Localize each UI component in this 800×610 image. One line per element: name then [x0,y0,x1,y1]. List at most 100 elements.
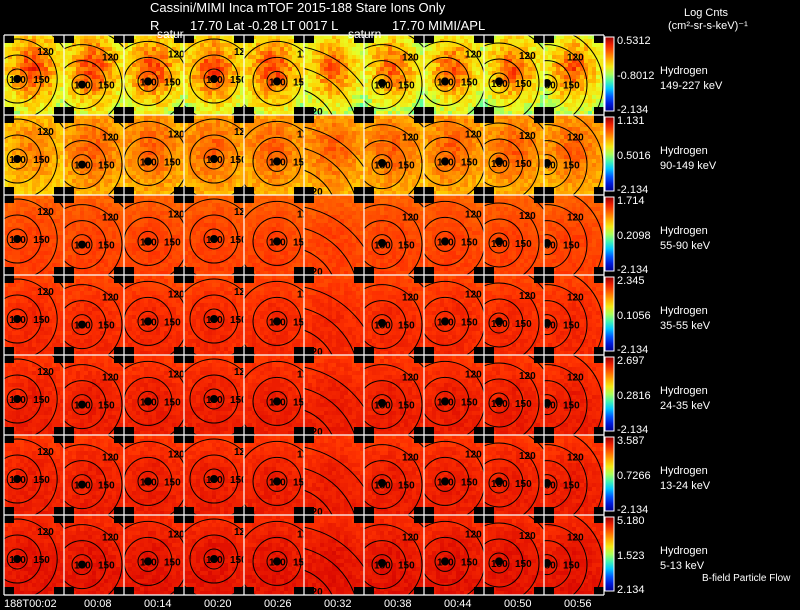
heatmap-cell [324,163,328,167]
heatmap-cell [544,95,548,99]
heatmap-cell [220,147,224,151]
heatmap-cell [340,159,344,163]
heatmap-cell [16,139,20,143]
heatmap-cell [232,103,236,107]
heatmap-cell [220,123,224,127]
heatmap-cell [184,163,188,167]
heatmap-cell [168,111,172,115]
heatmap-cell [200,115,204,119]
heatmap-cell [24,107,28,111]
heatmap-cell [496,39,500,43]
heatmap-cell [560,99,564,103]
heatmap-cell [384,79,388,83]
heatmap-cell [568,103,572,107]
heatmap-cell [96,103,100,107]
heatmap-cell [20,47,24,51]
heatmap-cell [548,95,552,99]
heatmap-cell [388,55,392,59]
heatmap-cell [256,91,260,95]
heatmap-cell [496,43,500,47]
heatmap-cell [548,103,552,107]
heatmap-cell [108,175,112,179]
heatmap-cell [280,67,284,71]
heatmap-cell [464,63,468,67]
heatmap-cell [440,91,444,95]
heatmap-cell [540,87,544,91]
heatmap-cell [132,183,136,187]
heatmap-cell [568,47,572,51]
heatmap-cell [408,51,412,55]
heatmap-cell [168,131,172,135]
heatmap-cell [136,119,140,123]
heatmap-cell [336,167,340,171]
heatmap-cell [284,55,288,59]
heatmap-cell [468,35,472,39]
heatmap-cell [72,67,76,71]
heatmap-cell [216,183,220,187]
heatmap-cell [156,87,160,91]
heatmap-cell [144,147,148,151]
heatmap-cell [336,111,340,115]
heatmap-cell [488,67,492,71]
contour-line [364,44,423,115]
heatmap-cell [120,171,124,175]
heatmap-cell [248,159,252,163]
heatmap-cell [348,135,352,139]
heatmap-cell [188,183,192,187]
heatmap-cell [260,147,264,151]
heatmap-cell [256,83,260,87]
heatmap-cell [292,79,296,83]
heatmap-cell [420,99,424,103]
heatmap-cell [88,35,92,39]
heatmap-cell [100,71,104,75]
heatmap-cell [332,107,336,111]
heatmap-cell [352,127,356,131]
heatmap-cell [212,111,216,115]
heatmap-cell [104,179,108,183]
heatmap-cell [548,67,552,71]
heatmap-cell [76,39,80,43]
heatmap-cell [388,51,392,55]
heatmap-cell [228,107,232,111]
heatmap-cell [120,91,124,95]
heatmap-cell [96,167,100,171]
heatmap-cell [52,127,56,131]
heatmap-cell [20,151,24,155]
heatmap-cell [388,67,392,71]
heatmap-cell [588,83,592,87]
heatmap-cell [372,99,376,103]
heatmap-cell [400,103,404,107]
heatmap-cell [204,103,208,107]
heatmap-cell [72,167,76,171]
heatmap-cell [276,167,280,171]
heatmap-cell [168,179,172,183]
heatmap-cell [200,91,204,95]
heatmap-cell [600,103,604,107]
heatmap-cell [316,123,320,127]
heatmap-cell [84,75,88,79]
heatmap-cell [592,75,596,79]
heatmap-cell [260,75,264,79]
heatmap-cell [384,35,388,39]
heatmap-cell [336,151,340,155]
heatmap-cell [16,43,20,47]
heatmap-cell [400,75,404,79]
heatmap-cell [236,151,240,155]
heatmap-cell [76,147,80,151]
heatmap-cell [200,159,204,163]
heatmap-cell [540,43,544,47]
heatmap-cell [40,119,44,123]
heatmap-cell [284,71,288,75]
heatmap-cell [264,99,268,103]
heatmap-cell [8,171,12,175]
heatmap-cell [592,51,596,55]
heatmap-cell [248,63,252,67]
heatmap-cell [40,91,44,95]
heatmap-cell [36,139,40,143]
heatmap-cell [40,171,44,175]
heatmap-cell [280,75,284,79]
heatmap-cell [416,63,420,67]
heatmap-cell [272,111,276,115]
heatmap-cell [52,159,56,163]
heatmap-cell [160,91,164,95]
